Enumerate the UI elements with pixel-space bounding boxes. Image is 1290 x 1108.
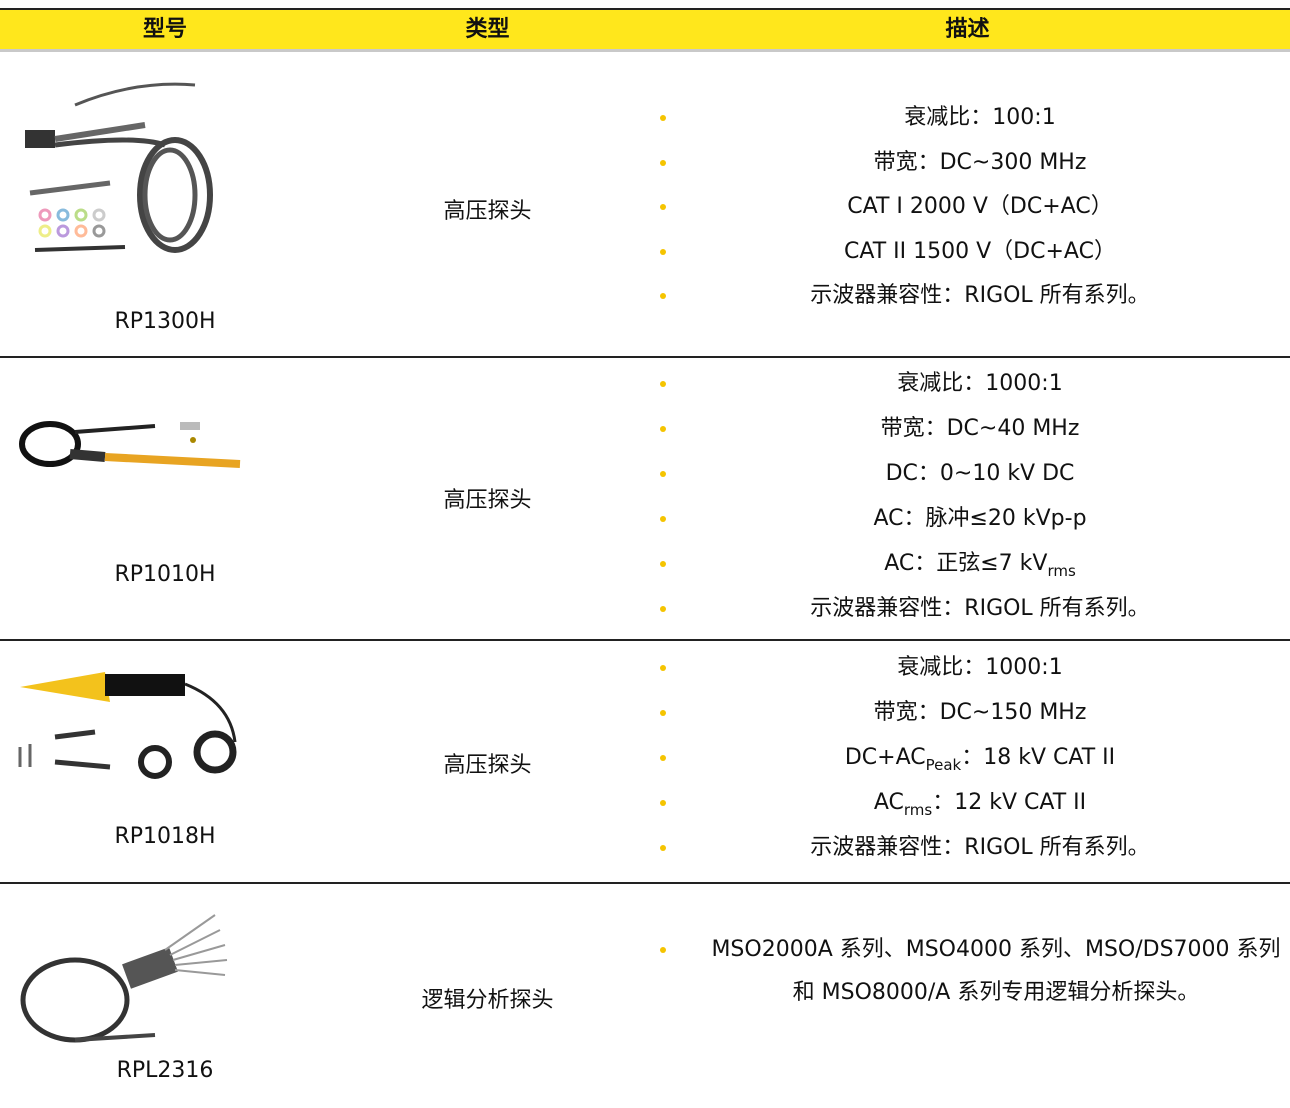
description-item: ACrms：12 kV CAT II: [700, 788, 1260, 818]
bullet: [660, 293, 666, 299]
header-cell: 类型: [465, 17, 510, 42]
probe-type: 高压探头: [443, 753, 532, 778]
model-name: RP1300H: [114, 309, 216, 334]
bullet: [660, 204, 666, 210]
row-separator: [0, 882, 1290, 884]
description-item: CAT II 1500 V（DC+AC）: [844, 238, 1116, 264]
model-name: RPL2316: [116, 1058, 214, 1083]
bullet: [660, 471, 666, 477]
probe-type: 高压探头: [443, 199, 532, 224]
bullet: [660, 561, 666, 567]
subscript: Peak: [925, 756, 962, 774]
description-item: 带宽：DC~150 MHz: [873, 700, 1087, 725]
description-item: 示波器兼容性：RIGOL 所有系列。: [810, 596, 1150, 621]
text: DC+AC: [844, 745, 926, 770]
bullet: [660, 800, 666, 806]
text: AC: [873, 790, 904, 815]
subscript: rms: [1047, 562, 1076, 580]
product-image: [25, 82, 213, 253]
row-separator: [0, 356, 1290, 358]
bullet: [660, 115, 666, 121]
bullet: [660, 845, 666, 851]
model-name: RP1018H: [114, 824, 216, 849]
description-item: 示波器兼容性：RIGOL 所有系列。: [810, 283, 1150, 308]
header-cell: 描述: [945, 17, 990, 42]
text: ：18 kV CAT II: [961, 745, 1116, 770]
text: ：12 kV CAT II: [932, 790, 1087, 815]
bullet: [660, 381, 666, 387]
subscript: rms: [903, 801, 933, 819]
bullet: [660, 426, 666, 432]
bullet: [660, 516, 666, 522]
bullet: [660, 606, 666, 612]
bullet: [660, 248, 666, 255]
probe-type: 高压探头: [443, 488, 532, 513]
bullet: [660, 159, 666, 166]
bullet: [660, 947, 666, 953]
description-item: MSO2000A 系列、MSO4000 系列、MSO/DS7000 系列和 MS…: [711, 937, 1281, 1005]
description-item: 衰减比：1000:1: [897, 655, 1063, 680]
description-item: AC：正弦≤7 kVrms: [700, 549, 1260, 579]
product-image: [18, 672, 237, 779]
probe-type: 逻辑分析探头: [421, 988, 554, 1013]
row-separator: [0, 639, 1290, 641]
description-item: 带宽：DC~300 MHz: [873, 149, 1087, 175]
description-item: AC：脉冲≤20 kVp-p: [873, 506, 1087, 531]
model-name: RP1010H: [114, 562, 216, 587]
text: AC：正弦≤7 kV: [884, 551, 1048, 576]
description-item: 衰减比：100:1: [904, 105, 1056, 130]
description-item: 带宽：DC~40 MHz: [880, 416, 1080, 441]
description-item: DC+ACPeak：18 kV CAT II: [700, 743, 1260, 773]
header-cell: 型号: [142, 17, 187, 42]
bullet: [660, 755, 666, 761]
product-image: [20, 914, 228, 1043]
description-item: 示波器兼容性：RIGOL 所有系列。: [810, 835, 1150, 860]
description-item: 衰减比：1000:1: [897, 371, 1063, 396]
description-item: CAT I 2000 V（DC+AC）: [847, 194, 1113, 219]
product-image: [19, 421, 241, 468]
description-item: DC：0~10 kV DC: [885, 461, 1075, 486]
bullet: [660, 665, 666, 671]
bullet: [660, 710, 666, 716]
header-bar: [0, 8, 1290, 52]
